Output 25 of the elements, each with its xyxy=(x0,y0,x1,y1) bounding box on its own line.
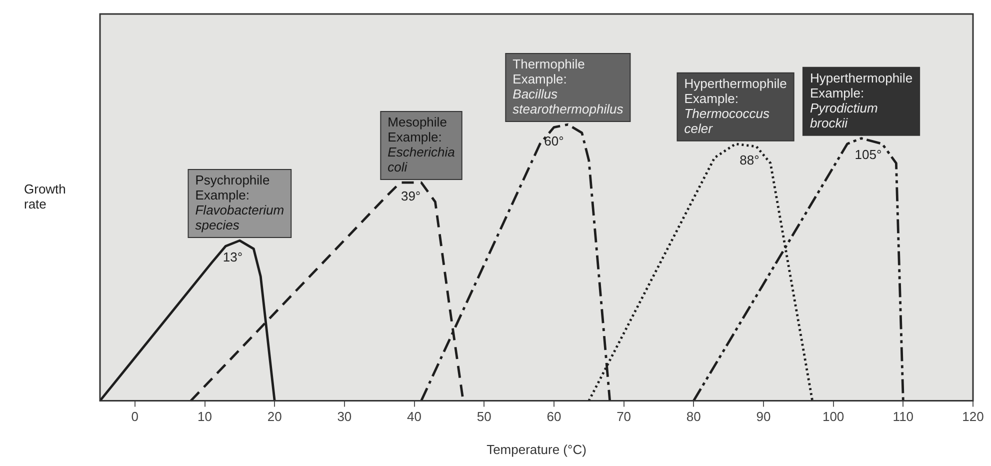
x-axis-title: Temperature (°C) xyxy=(486,442,586,457)
text: Hyperthermophile Example: Pyrodictium brockii xyxy=(810,70,913,130)
annotation: 39° xyxy=(400,188,421,204)
x-tick-label: 10 xyxy=(198,409,212,424)
x-tick-label: 80 xyxy=(686,409,701,424)
x-tick-label: 70 xyxy=(616,409,632,424)
text: Thermophile Example: Bacillus stearothermophilus xyxy=(512,56,624,117)
annotation: 13° xyxy=(222,249,243,264)
text: Psychrophile Example: Flavobacterium species xyxy=(195,172,284,233)
annotation: 88° xyxy=(740,152,760,168)
x-tick-label: 30 xyxy=(337,409,352,424)
series-label: Mesophile Example: Escherichia coli xyxy=(388,114,455,175)
annotation: 105° xyxy=(854,147,882,162)
x-tick-label: 60 xyxy=(546,409,562,424)
x-tick-label: 40 xyxy=(407,409,422,424)
x-tick-label: 50 xyxy=(476,409,492,424)
y-axis-title: Growth rate xyxy=(24,181,66,212)
x-tick-label: 120 xyxy=(962,409,984,424)
x-tick-label: 100 xyxy=(822,409,844,424)
annotation: 60° xyxy=(544,133,564,148)
x-tick-label: 0 xyxy=(131,409,139,424)
text: Hyperthermophile Example: Thermococcus celer xyxy=(684,76,787,136)
x-tick-label: 110 xyxy=(892,409,914,424)
x-tick-label: 90 xyxy=(756,409,771,424)
x-tick-label: 20 xyxy=(267,409,282,424)
